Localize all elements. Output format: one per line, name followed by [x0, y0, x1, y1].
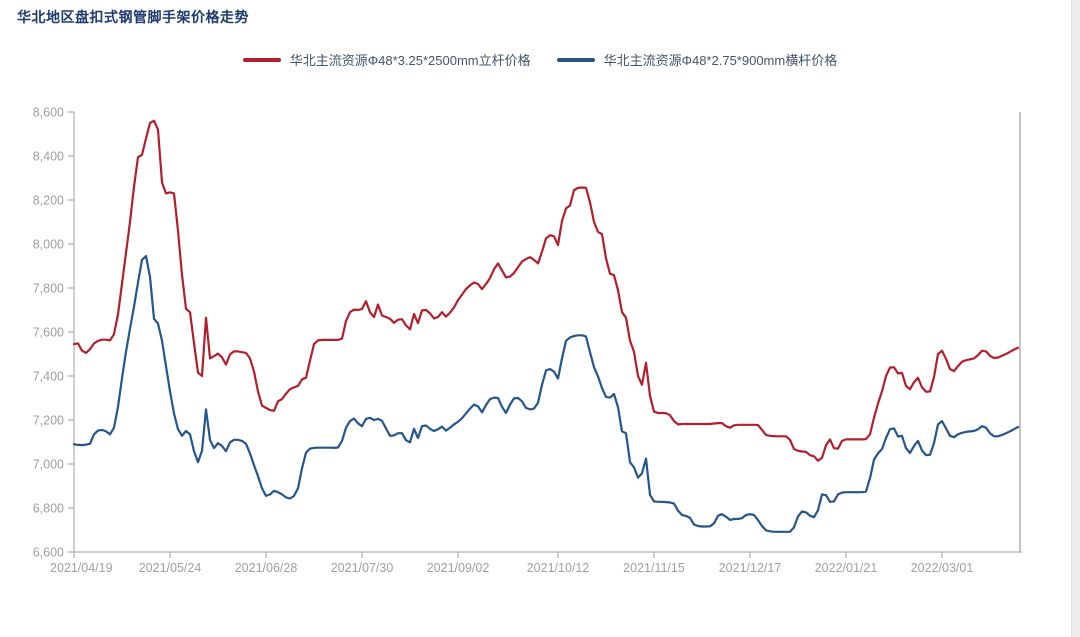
x-tick-label: 2021/04/19: [50, 561, 113, 575]
y-tick-label: 7,600: [33, 326, 64, 340]
series-line-upright-pole-price: [72, 119, 1020, 462]
chart-legend: 华北主流资源Φ48*3.25*2500mm立杆价格 华北主流资源Φ48*2.75…: [0, 50, 1080, 69]
y-tick-label: 6,800: [33, 502, 64, 516]
page-edge-strip: [1071, 0, 1080, 637]
series-line-cross-bar-price: [72, 255, 1020, 533]
x-tick-label: 2021/10/12: [527, 561, 590, 575]
y-tick-label: 8,400: [33, 150, 64, 164]
x-tick-label: 2021/11/15: [623, 561, 685, 575]
x-tick-label: 2022/03/01: [911, 561, 974, 575]
legend-line-swatch-red: [242, 57, 281, 62]
y-tick-label: 6,600: [33, 546, 64, 560]
y-tick-label: 7,200: [33, 414, 64, 428]
legend-item-upright-pole-price[interactable]: 华北主流资源Φ48*3.25*2500mm立杆价格: [242, 50, 531, 69]
x-tick-label: 2021/07/30: [331, 561, 394, 575]
legend-label-upright-pole-price: 华北主流资源Φ48*3.25*2500mm立杆价格: [289, 53, 531, 68]
x-tick-label: 2021/06/28: [235, 561, 298, 575]
y-tick-label: 7,000: [33, 458, 64, 472]
x-tick-label: 2021/12/17: [719, 561, 782, 575]
x-tick-label: 2022/01/21: [815, 561, 878, 575]
legend-label-cross-bar-price: 华北主流资源Φ48*2.75*900mm横杆价格: [603, 53, 838, 68]
page-title: 华北地区盘扣式钢管脚手架价格走势: [17, 9, 249, 25]
x-tick-label: 2021/09/02: [427, 561, 490, 575]
legend-item-cross-bar-price[interactable]: 华北主流资源Φ48*2.75*900mm横杆价格: [556, 50, 838, 69]
y-tick-label: 8,200: [33, 194, 64, 208]
y-tick-label: 7,800: [33, 282, 64, 296]
y-tick-label: 8,600: [33, 106, 64, 120]
y-tick-label: 7,400: [33, 370, 64, 384]
y-tick-label: 8,000: [33, 238, 64, 252]
legend-line-swatch-blue: [556, 57, 595, 62]
x-tick-label: 2021/05/24: [139, 561, 202, 575]
